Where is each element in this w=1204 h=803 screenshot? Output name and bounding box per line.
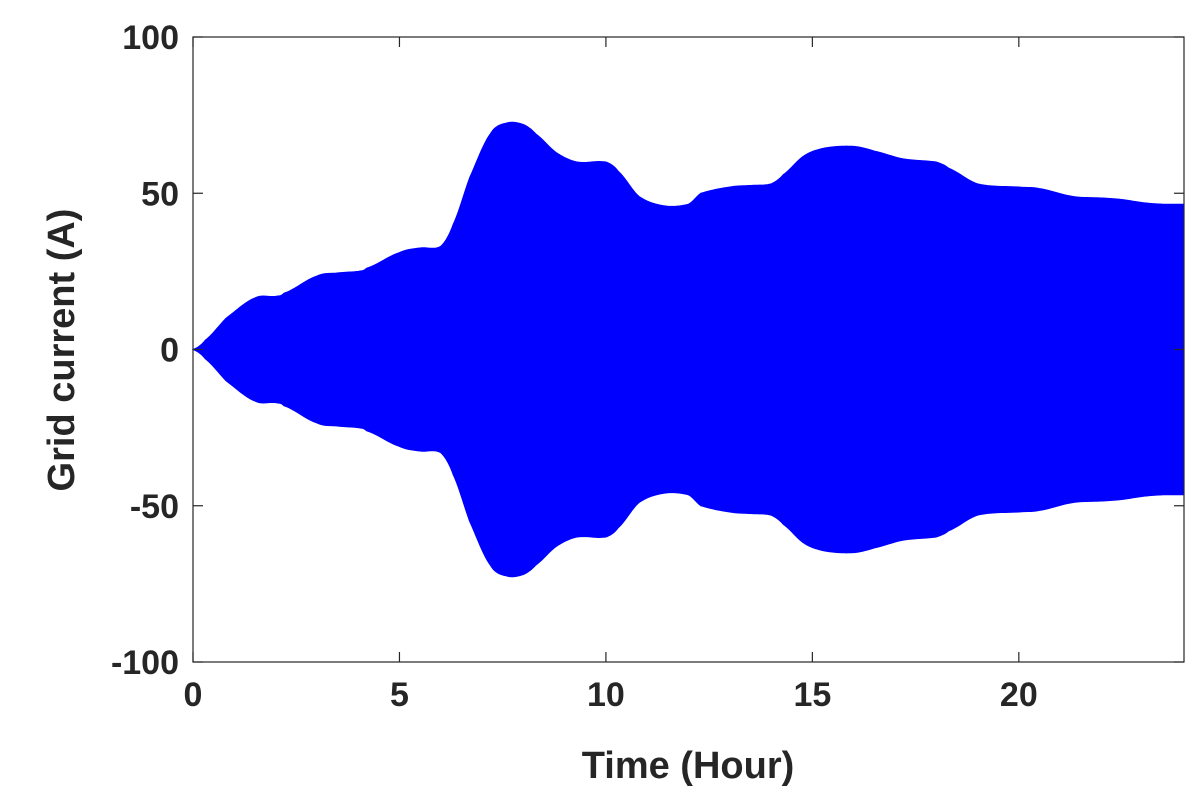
- x-tick-label: 0: [184, 676, 203, 714]
- tick-marks: [192, 36, 1184, 663]
- x-tick-label: 15: [793, 676, 831, 714]
- x-tick-label: 5: [390, 676, 409, 714]
- x-tick-label: 20: [1000, 676, 1038, 714]
- y-tick-label: 50: [141, 175, 179, 213]
- y-axis-label: Grid current (A): [41, 209, 83, 492]
- y-tick-label: -100: [111, 644, 179, 682]
- x-tick-label: 10: [587, 676, 625, 714]
- y-tick-label: 0: [160, 332, 179, 370]
- tick-labels: 0 5 10 15 20 -100 -50 0 50 100: [111, 19, 1038, 714]
- y-tick-label: 100: [122, 19, 179, 57]
- y-tick-label: -50: [130, 488, 179, 526]
- x-axis-label: Time (Hour): [582, 745, 795, 787]
